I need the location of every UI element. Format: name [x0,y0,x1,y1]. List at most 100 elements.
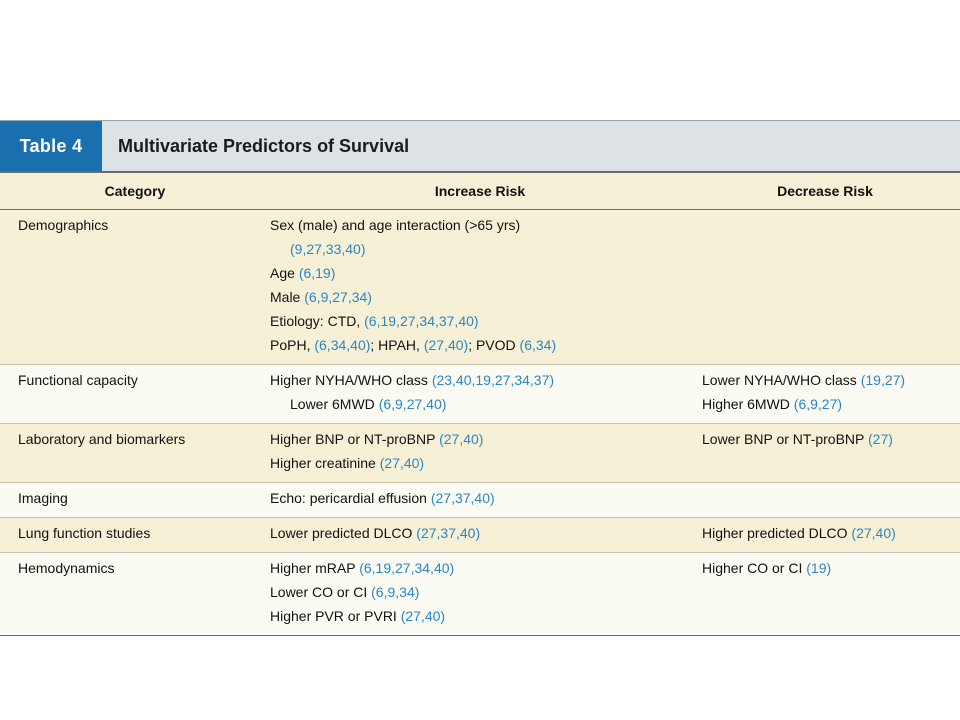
cell-line: Higher PVR or PVRI (27,40) [270,607,676,631]
risk-factor-text: Higher 6MWD [702,396,794,412]
reference-citation: (27,40) [851,525,896,541]
cell-line: Higher predicted DLCO (27,40) [702,524,960,548]
reference-citation: (6,9,27,34) [304,289,372,305]
reference-citation: (19,27) [860,372,906,388]
decrease-risk-cell: Higher CO or CI (19) [676,553,960,635]
cell-line: Higher BNP or NT-proBNP (27,40) [270,430,676,454]
reference-citation: (6,19,27,34,40) [359,560,455,576]
table-row: Demographics Sex (male) and age interacti… [0,210,960,365]
reference-citation: (9,27,33,40) [290,241,366,257]
cell-line: Higher creatinine (27,40) [270,454,676,478]
increase-risk-cell: Sex (male) and age interaction (>65 yrs)… [262,210,676,364]
table-4: Table 4 Multivariate Predictors of Survi… [0,120,960,636]
cell-line: Age (6,19) [270,264,676,288]
increase-risk-cell: Higher mRAP (6,19,27,34,40) Lower CO or C… [262,553,676,635]
category-cell: Imaging [0,483,262,517]
table-header-row: Category Increase Risk Decrease Risk [0,171,960,210]
increase-risk-cell: Lower predicted DLCO (27,37,40) [262,518,676,552]
risk-factor-text: Higher PVR or PVRI [270,608,401,624]
risk-factor-text: Sex (male) and age interaction (>65 yrs) [270,217,521,233]
risk-factor-text: Higher creatinine [270,455,380,471]
category-label: Lung function studies [18,525,151,541]
reference-citation: (6,34) [519,337,557,353]
category-cell: Laboratory and biomarkers [0,424,262,482]
table-row: Functional capacity Higher NYHA/WHO class… [0,365,960,424]
reference-citation: (6,19,27,34,37,40) [364,313,479,329]
risk-factor-text: ; HPAH, [370,337,424,353]
table-row: Laboratory and biomarkers Higher BNP or N… [0,424,960,483]
table-title: Multivariate Predictors of Survival [118,135,410,156]
reference-citation: (6,9,34) [371,584,420,600]
cell-line: Male (6,9,27,34) [270,288,676,312]
cell-line: Higher NYHA/WHO class (23,40,19,27,34,37… [270,371,676,395]
risk-factor-text: Higher predicted DLCO [702,525,852,541]
category-label: Functional capacity [18,372,138,388]
decrease-risk-cell [676,483,960,517]
category-cell: Hemodynamics [0,553,262,635]
increase-risk-cell: Higher NYHA/WHO class (23,40,19,27,34,37… [262,365,676,423]
category-cell: Lung function studies [0,518,262,552]
reference-citation: (27,40) [423,337,469,353]
category-label: Hemodynamics [18,560,115,576]
header-decrease-risk: Decrease Risk [777,183,873,199]
table-row: Lung function studies Lower predicted DLC… [0,518,960,553]
risk-factor-text: Lower CO or CI [270,584,372,600]
reference-citation: (27,40) [439,431,484,447]
risk-factor-text: Higher CO or CI [702,560,807,576]
header-category: Category [104,183,166,199]
decrease-risk-cell: Higher predicted DLCO (27,40) [676,518,960,552]
cell-line: Higher 6MWD (6,9,27) [702,395,960,419]
risk-factor-text: Lower 6MWD [290,396,379,412]
risk-factor-text: PoPH, [270,337,315,353]
cell-line: Sex (male) and age interaction (>65 yrs) [270,216,676,240]
decrease-risk-cell: Lower BNP or NT-proBNP (27) [676,424,960,482]
cell-line: Higher CO or CI (19) [702,559,960,583]
category-label: Imaging [18,490,68,506]
risk-factor-text: Echo: pericardial effusion [270,490,431,506]
category-label: Laboratory and biomarkers [18,431,186,447]
cell-line: Lower BNP or NT-proBNP (27) [702,430,960,454]
risk-factor-text: Lower NYHA/WHO class [702,372,861,388]
cell-line: Lower CO or CI (6,9,34) [270,583,676,607]
decrease-risk-cell [676,210,960,364]
table-label: Table 4 [0,121,102,171]
risk-factor-text: Lower BNP or NT-proBNP [702,431,868,447]
cell-line: Lower NYHA/WHO class (19,27) [702,371,960,395]
risk-factor-text: Higher mRAP [270,560,360,576]
reference-citation: (27,37,40) [430,490,495,506]
table-body: Demographics Sex (male) and age interacti… [0,210,960,636]
table-row: Hemodynamics Higher mRAP (6,19,27,34,40) L… [0,553,960,636]
reference-citation: (27,37,40) [416,525,481,541]
decrease-risk-cell: Lower NYHA/WHO class (19,27) Higher 6MWD … [676,365,960,423]
cell-line: (9,27,33,40) [270,240,676,264]
reference-citation: (6,9,27) [793,396,843,412]
risk-factor-text: ; PVOD [468,337,520,353]
increase-risk-cell: Higher BNP or NT-proBNP (27,40) Higher cr… [262,424,676,482]
risk-factor-text: Etiology: CTD, [270,313,365,329]
reference-citation: (23,40,19,27,34,37) [431,372,555,388]
reference-citation: (6,9,27,40) [378,396,447,412]
reference-citation: (6,19) [298,265,336,281]
risk-factor-text: Age [270,265,299,281]
cell-line: PoPH, (6,34,40); HPAH, (27,40); PVOD (6,… [270,336,676,360]
reference-citation: (6,34,40) [314,337,371,353]
cell-line: Lower predicted DLCO (27,37,40) [270,524,676,548]
cell-line: Higher mRAP (6,19,27,34,40) [270,559,676,583]
reference-citation: (27) [868,431,893,447]
category-label: Demographics [18,217,109,233]
table-title-bar: Table 4 Multivariate Predictors of Survi… [0,120,960,171]
risk-factor-text: Higher BNP or NT-proBNP [270,431,440,447]
cell-line: Echo: pericardial effusion (27,37,40) [270,489,676,513]
reference-citation: (19) [806,560,832,576]
risk-factor-text: Lower predicted DLCO [270,525,417,541]
category-cell: Functional capacity [0,365,262,423]
risk-factor-text: Male [270,289,305,305]
category-cell: Demographics [0,210,262,364]
cell-line: Lower 6MWD (6,9,27,40) [270,395,676,419]
reference-citation: (27,40) [379,455,425,471]
increase-risk-cell: Echo: pericardial effusion (27,37,40) [262,483,676,517]
header-increase-risk: Increase Risk [434,183,526,199]
cell-line: Etiology: CTD, (6,19,27,34,37,40) [270,312,676,336]
table-row: Imaging Echo: pericardial effusion (27,37… [0,483,960,518]
reference-citation: (27,40) [400,608,446,624]
